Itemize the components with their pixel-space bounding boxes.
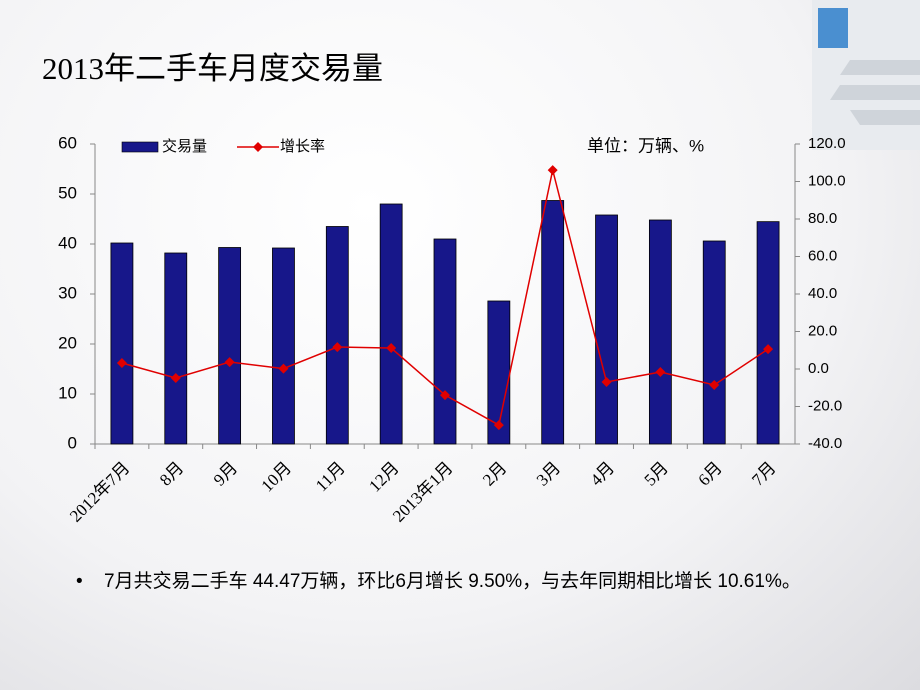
x-tick-label: 3月: [533, 458, 564, 489]
y2-tick-label: -40.0: [808, 435, 842, 452]
y2-tick-label: -20.0: [808, 397, 842, 414]
decoration: [812, 0, 920, 150]
y-tick-label: 0: [68, 433, 77, 452]
y2-tick-label: 80.0: [808, 210, 837, 227]
marker: [116, 358, 127, 368]
y2-tick-label: 100.0: [808, 172, 846, 189]
bar: [648, 219, 672, 445]
bar: [325, 226, 349, 445]
x-tick-label: 2012年7月: [66, 458, 134, 526]
legend-label: 交易量: [162, 137, 207, 155]
legend-label: 增长率: [280, 138, 325, 155]
bar: [218, 247, 242, 445]
note: 7月共交易二手车 44.47万辆，环比6月增长 9.50%，与去年同期相比增长 …: [104, 571, 801, 592]
legend-swatch: [121, 141, 159, 153]
bar: [433, 238, 457, 445]
bar: [164, 252, 188, 445]
marker: [224, 357, 235, 368]
x-tick-label: 12月: [365, 458, 402, 495]
y2-tick-label: 40.0: [808, 285, 837, 302]
marker: [332, 342, 343, 353]
marker: [709, 379, 720, 390]
marker: [386, 343, 397, 353]
bar: [272, 247, 295, 445]
marker: [655, 367, 666, 377]
y-tick-label: 20: [58, 333, 77, 352]
y2-tick-label: 0.0: [808, 360, 829, 377]
y2-tick-label: 20.0: [808, 322, 837, 339]
x-tick-label: 4月: [587, 458, 618, 489]
bar: [110, 242, 134, 445]
x-tick-label: 5月: [641, 458, 672, 489]
marker: [278, 363, 289, 374]
x-tick-label: 6月: [694, 458, 725, 489]
marker: [493, 420, 504, 431]
bar: [702, 240, 726, 445]
bullet: •: [76, 571, 83, 592]
y-tick-label: 40: [58, 233, 77, 252]
x-tick-label: 11月: [312, 458, 349, 495]
x-tick-label: 8月: [156, 458, 187, 489]
marker: [601, 376, 612, 387]
x-tick-label: 10月: [258, 458, 295, 495]
bar: [756, 221, 780, 445]
bar: [595, 214, 618, 445]
chart-title: 2013年二手车月度交易量: [42, 51, 383, 86]
y-tick-label: 30: [58, 283, 77, 302]
x-tick-label: 9月: [210, 458, 241, 489]
y-tick-label: 10: [58, 383, 77, 402]
y2-tick-label: 120.0: [808, 135, 846, 152]
marker: [440, 390, 450, 401]
bar: [379, 203, 403, 445]
y-tick-label: 50: [58, 183, 77, 202]
x-tick-label: 2月: [479, 458, 510, 489]
y-tick-label: 60: [58, 133, 77, 152]
marker: [763, 344, 774, 355]
unit-label: 单位：万辆、%: [587, 136, 704, 155]
chart: 2013年二手车月度交易量 单位：万辆、% 0 10 20 30 40 50 60 -40.0…: [42, 0, 920, 526]
marker: [170, 373, 181, 383]
y2-tick-label: 60.0: [808, 247, 837, 264]
legend-swatch: [253, 142, 263, 152]
x-tick-label: 7月: [748, 458, 779, 489]
marker: [547, 165, 558, 176]
bar: [541, 200, 565, 445]
